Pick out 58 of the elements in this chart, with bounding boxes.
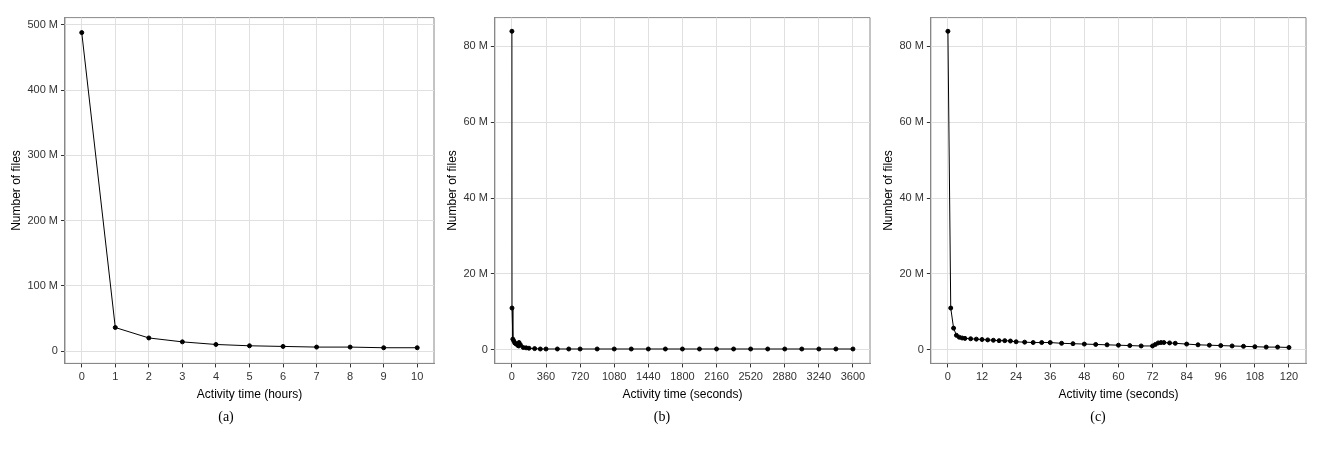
x-tick-label: 48 xyxy=(1078,370,1091,383)
x-tick-label: 120 xyxy=(1279,370,1299,383)
x-tick-label: 0 xyxy=(78,370,85,383)
x-tick-label: 1440 xyxy=(636,370,661,383)
x-tick-label: 360 xyxy=(536,370,556,383)
y-axis-title: Number of files xyxy=(444,150,459,231)
x-tick-label: 3240 xyxy=(806,370,832,383)
x-tick-label: 720 xyxy=(570,370,590,383)
y-tick-label: 400 M xyxy=(27,83,58,96)
x-tick-label: 3600 xyxy=(840,370,866,383)
x-tick-label: 9 xyxy=(380,370,387,383)
x-axis-title: Activity time (seconds) xyxy=(622,387,743,402)
x-tick-label: 8 xyxy=(347,370,354,383)
text: (c) xyxy=(1090,409,1106,425)
y-tick-label: 500 M xyxy=(27,17,58,30)
x-tick-label: 2880 xyxy=(772,370,797,383)
x-tick-label: 108 xyxy=(1245,370,1265,383)
y-tick-label: 20 M xyxy=(899,266,924,279)
x-tick-label: 1800 xyxy=(670,370,695,383)
x-axis-title: Activity time (hours) xyxy=(196,387,303,402)
y-tick-label: 200 M xyxy=(27,213,58,226)
y-tick-label: 0 xyxy=(481,342,488,355)
y-tick-label: 0 xyxy=(917,342,924,355)
text: (b) xyxy=(653,409,671,425)
x-tick-label: 96 xyxy=(1214,370,1227,383)
y-tick-label: 80 M xyxy=(463,39,488,52)
x-tick-label: 84 xyxy=(1180,370,1193,383)
x-tick-label: 6 xyxy=(279,370,287,383)
x-tick-label: 3 xyxy=(179,370,186,383)
y-tick-label: 20 M xyxy=(463,266,488,279)
x-tick-label: 4 xyxy=(212,370,219,383)
y-tick-label: 0 xyxy=(51,344,58,357)
y-tick-label: 300 M xyxy=(27,148,58,161)
x-axis-title: Activity time (seconds) xyxy=(1058,387,1179,402)
x-tick-label: 10 xyxy=(411,370,424,383)
x-tick-label: 2520 xyxy=(738,370,763,383)
y-axis-title: Number of files xyxy=(8,150,23,231)
y-tick-label: 80 M xyxy=(899,39,924,52)
x-tick-label: 72 xyxy=(1146,370,1159,383)
x-tick-label: 2 xyxy=(145,370,152,383)
x-tick-label: 7 xyxy=(313,370,320,383)
y-tick-label: 40 M xyxy=(899,191,924,204)
y-axis-title: Number of files xyxy=(880,150,895,231)
y-tick-label: 100 M xyxy=(27,278,58,291)
x-tick-label: 12 xyxy=(975,370,989,383)
x-tick-label: 1 xyxy=(112,370,119,383)
y-tick-label: 60 M xyxy=(463,115,488,128)
x-tick-label: 1080 xyxy=(601,370,627,383)
text: (a) xyxy=(218,409,234,425)
y-tick-label: 40 M xyxy=(463,191,488,204)
x-tick-label: 60 xyxy=(1112,370,1125,383)
x-tick-label: 2160 xyxy=(704,370,729,383)
x-tick-label: 5 xyxy=(246,370,253,383)
x-tick-label: 24 xyxy=(1009,370,1023,383)
x-tick-label: 36 xyxy=(1044,370,1057,383)
x-tick-label: 0 xyxy=(944,370,951,383)
y-tick-label: 60 M xyxy=(899,115,924,128)
x-tick-label: 0 xyxy=(508,370,515,383)
